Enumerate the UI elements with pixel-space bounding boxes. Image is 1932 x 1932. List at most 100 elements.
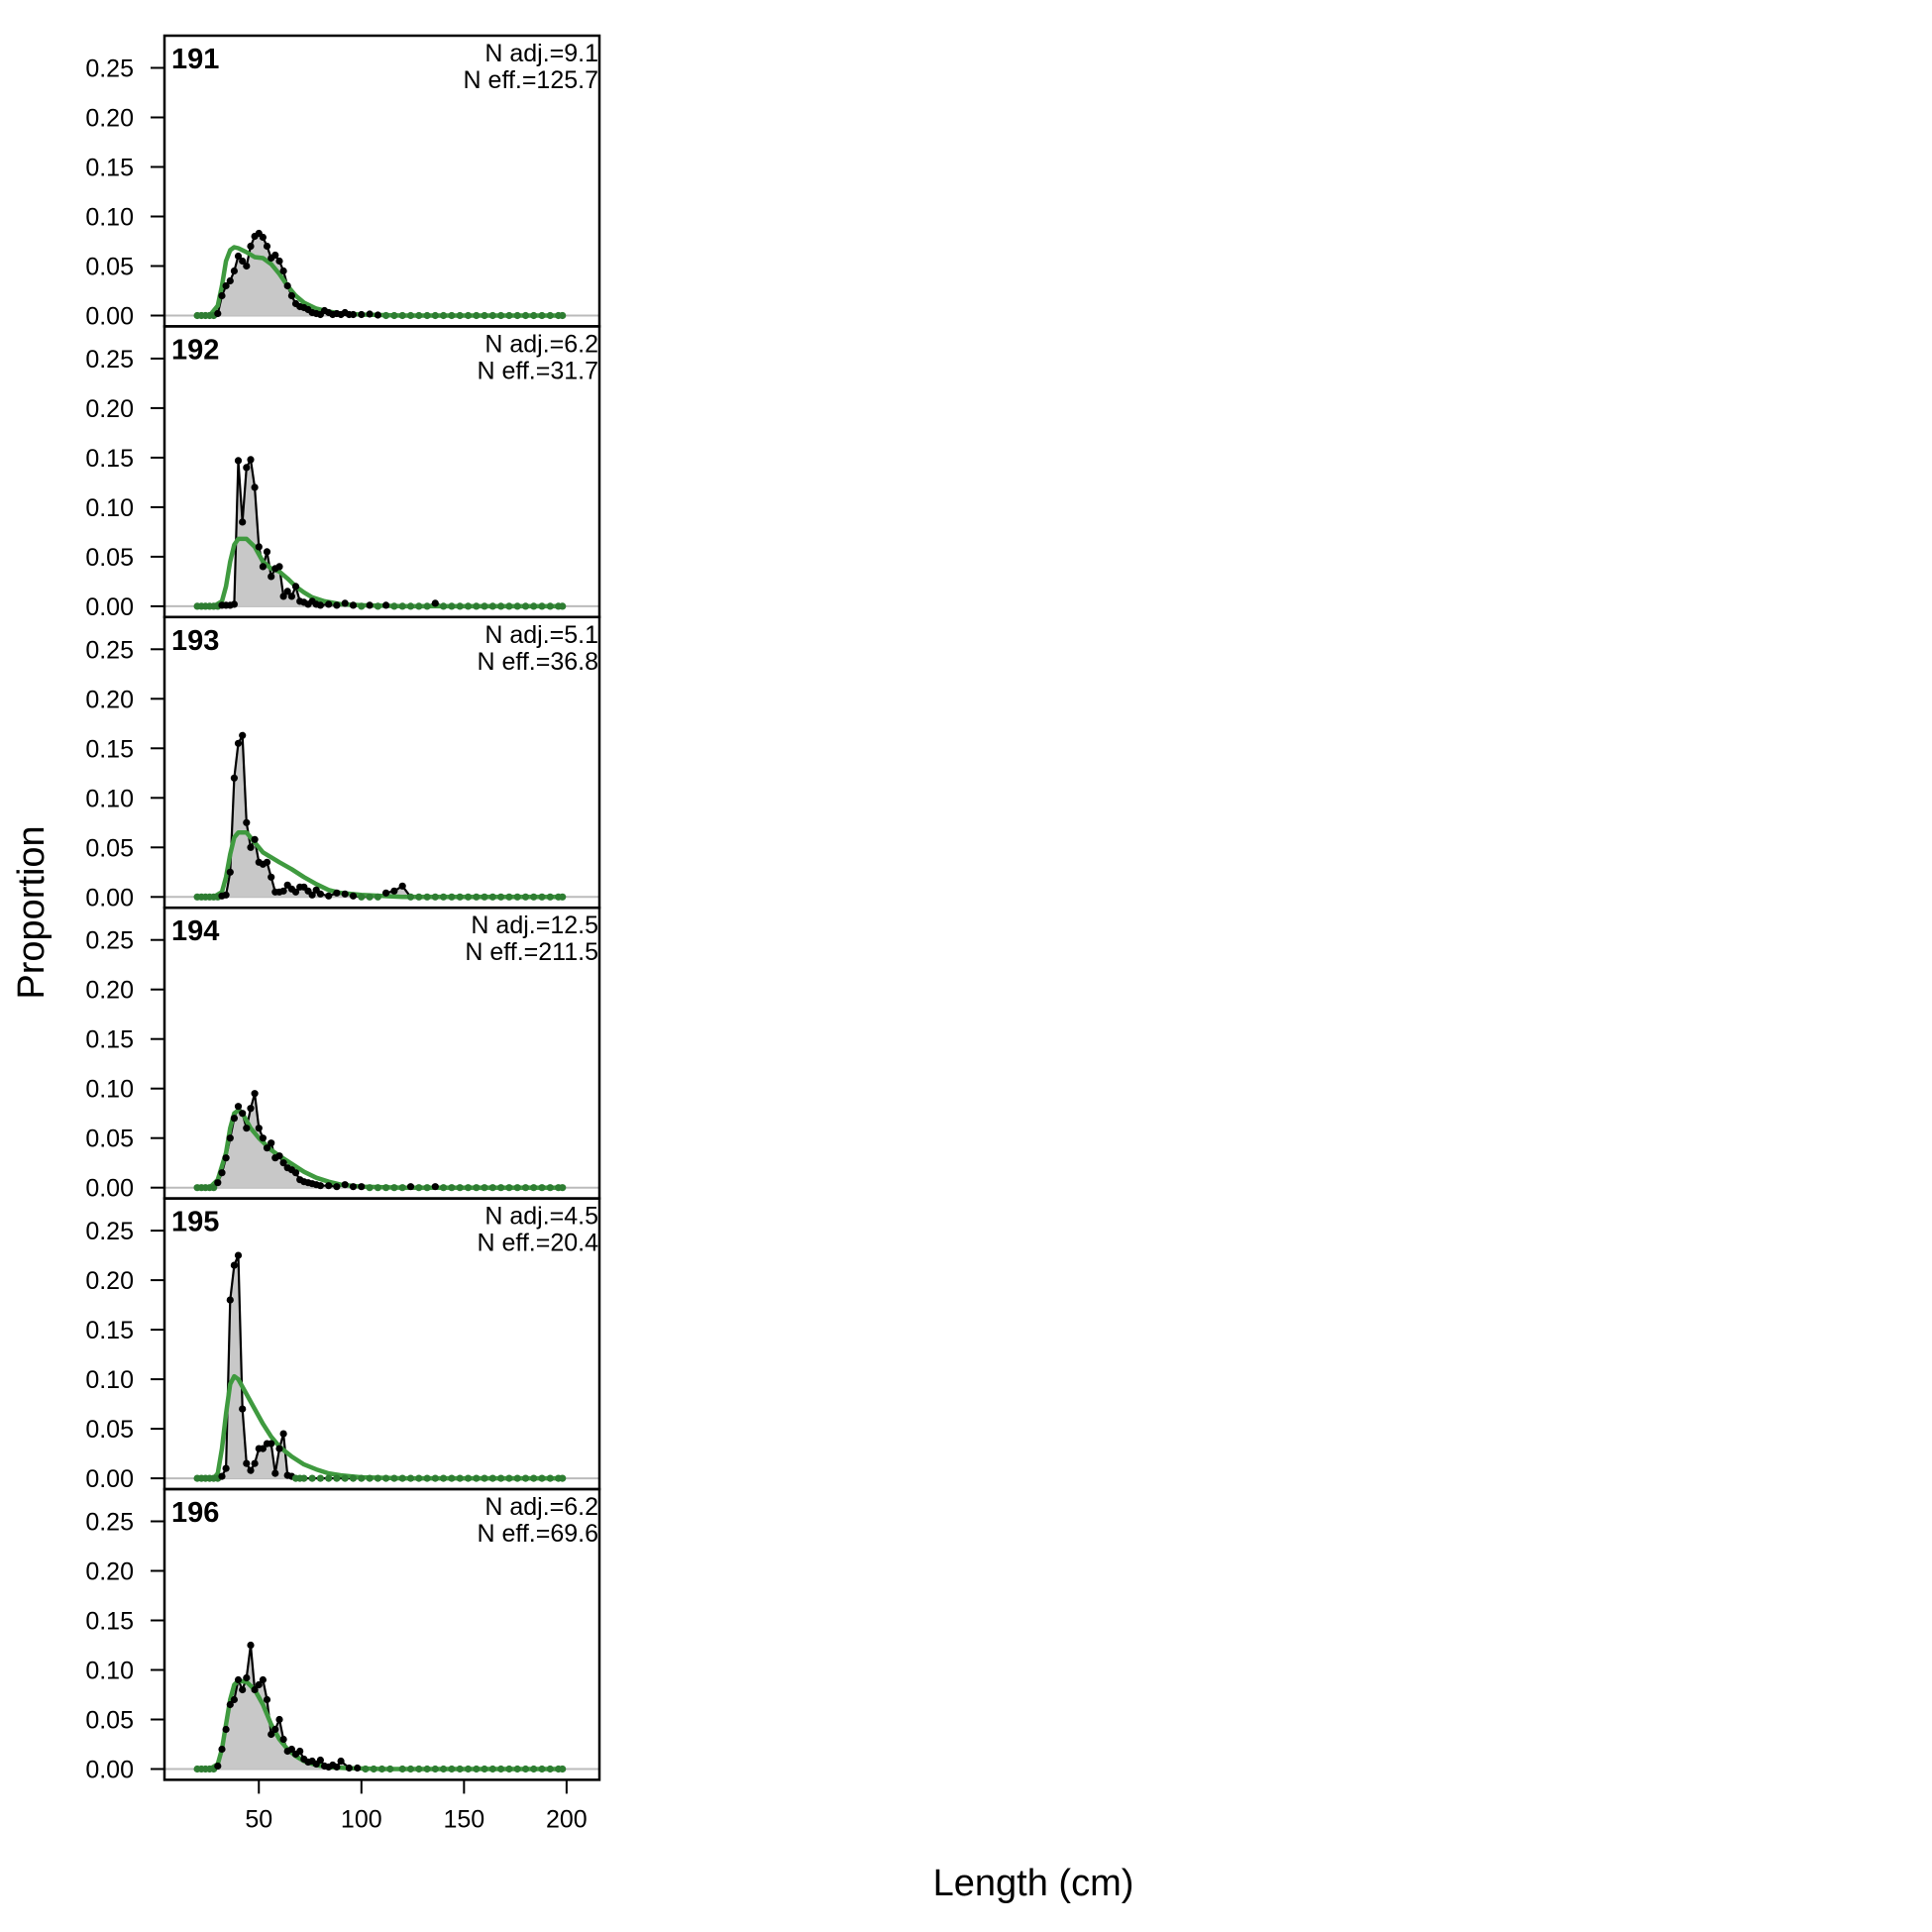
y-tick-label: 0.00 [85,1757,134,1784]
observed-point [497,1765,505,1773]
observed-point [513,602,521,610]
y-tick-label: 0.25 [85,636,134,664]
observed-point [263,1695,271,1704]
observed-point [559,1474,567,1482]
observed-point [300,1474,308,1482]
y-tick-label: 0.25 [85,55,134,83]
observed-point [316,1756,324,1765]
observed-point [358,310,366,319]
observed-area [197,1255,563,1479]
observed-point [279,267,287,275]
observed-point [521,1765,530,1773]
y-tick-label: 0.20 [85,686,134,713]
observed-point [222,891,230,899]
observed-point [247,242,255,251]
observed-point [481,1474,488,1482]
observed-point [431,1183,439,1191]
observed-point [287,291,295,300]
observed-point [415,893,423,901]
x-tick-label: 200 [546,1805,588,1833]
observed-point [374,602,381,610]
observed-point [222,1725,230,1734]
observed-point [505,893,513,901]
observed-point [279,1430,287,1438]
observed-point [239,518,247,526]
observed-point [473,1184,481,1192]
observed-point [234,1103,243,1111]
observed-point [505,1765,513,1773]
observed-point [559,1184,567,1192]
observed-point [230,267,238,275]
y-tick-label: 0.15 [85,1026,134,1054]
n-adj-label: N adj.=4.5 [484,1203,598,1231]
observed-point [325,1474,333,1482]
observed-point [251,1685,259,1694]
observed-point [431,311,439,320]
observed-point [431,599,439,607]
y-tick-label: 0.10 [85,204,134,232]
observed-point [333,1763,341,1771]
observed-point [538,893,546,901]
observed-point [505,602,513,610]
observed-point [341,890,349,898]
observed-point [259,563,267,571]
observed-point [538,1184,546,1192]
n-eff-label: N eff.=20.4 [477,1230,598,1257]
observed-point [243,262,251,270]
observed-point [390,1474,398,1482]
n-eff-label: N eff.=125.7 [464,66,598,94]
observed-point [406,893,415,901]
x-tick-label: 50 [245,1805,272,1833]
observed-point [243,1125,251,1132]
observed-point [337,1757,345,1766]
observed-point [481,1765,488,1773]
observed-point [497,893,505,901]
observed-point [398,882,406,890]
observed-point [349,892,358,900]
y-tick-label: 0.15 [85,155,134,182]
observed-point [423,602,431,610]
observed-point [456,1474,464,1482]
observed-point [488,1474,496,1482]
y-tick-label: 0.20 [85,1558,134,1586]
panel-194: 0.00 0.05 0.10 0.15 0.20 0.25 194 N adj.=12.5N … [85,906,601,1203]
observed-point [398,602,406,610]
observed-point [239,257,247,266]
observed-point [243,1673,251,1682]
observed-area [197,735,563,898]
observed-point [538,311,546,320]
y-tick-label: 0.00 [85,593,134,621]
observed-point [464,602,473,610]
observed-point [505,311,513,320]
panel-label: 196 [171,1497,219,1529]
observed-area [197,459,563,606]
observed-point [230,1115,238,1123]
y-tick-label: 0.10 [85,1076,134,1104]
y-tick-label: 0.10 [85,1366,134,1394]
observed-point [333,1474,341,1482]
observed-point [316,890,324,898]
observed-point [230,600,238,608]
observed-point [456,602,464,610]
y-tick-label: 0.15 [85,1317,134,1344]
y-tick-label: 0.00 [85,303,134,331]
y-tick-label: 0.25 [85,346,134,374]
panel-label: 191 [171,44,219,75]
observed-point [268,873,275,881]
observed-point [263,1144,271,1152]
observed-point [505,1474,513,1482]
observed-point [377,1765,386,1773]
observed-point [210,1184,218,1192]
n-adj-label: N adj.=9.1 [484,40,598,67]
observed-point [546,602,554,610]
observed-point [230,774,238,782]
observed-point [513,893,521,901]
observed-point [275,1715,283,1724]
observed-point [239,1110,247,1118]
observed-point [259,233,267,242]
observed-point [291,888,300,896]
observed-point [259,1445,267,1452]
observed-point [456,893,464,901]
observed-point [423,1474,431,1482]
observed-point [222,1464,230,1472]
